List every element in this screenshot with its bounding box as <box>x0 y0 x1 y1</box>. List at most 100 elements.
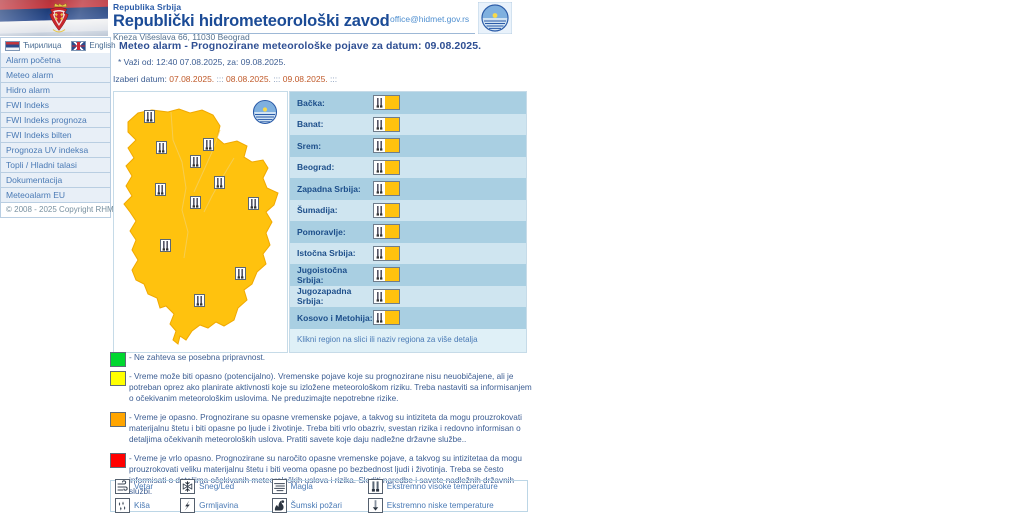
alarm-block: Bačka: Banat: Srem: <box>113 91 527 353</box>
level-swatch <box>385 203 399 217</box>
high-temperature-icon <box>374 268 385 282</box>
table-row[interactable]: Jugoistočna Srbija: <box>290 264 526 286</box>
map-marker-jugozapadna-srbija[interactable] <box>160 239 171 252</box>
rain-icon <box>115 498 130 513</box>
serbia-flag-icon <box>5 40 20 51</box>
legend-label-niske-temperature: Ekstremno niske temperature <box>386 501 494 510</box>
sidebar-item-meteo-alarm[interactable]: Meteo alarm <box>0 68 111 83</box>
serbian-flag-icon <box>0 0 108 36</box>
high-temperature-icon <box>374 311 385 325</box>
region-name: Jugozapadna Srbija: <box>297 286 352 307</box>
map-marker-banat[interactable] <box>203 138 214 151</box>
snow-ice-icon <box>180 479 196 494</box>
status-badge <box>373 224 400 240</box>
table-row[interactable]: Istočna Srbija: <box>290 242 526 264</box>
main-content: Meteo alarm - Prognozirane meteorološke … <box>113 38 533 353</box>
date-option-2[interactable]: 09.08.2025. <box>282 74 328 84</box>
table-row[interactable]: Beograd: <box>290 156 526 178</box>
sidebar-item-fwi-indeks[interactable]: FWI Indeks <box>0 98 111 113</box>
date-separator-1: ::: <box>273 74 281 84</box>
date-option-1[interactable]: 08.08.2025. <box>226 74 271 84</box>
map-marker-kosovo-i-metohija[interactable] <box>194 294 205 307</box>
thunderstorm-icon <box>180 498 196 513</box>
level-swatch <box>385 139 399 153</box>
contact-email-link[interactable]: office@hidmet.gov.rs <box>390 14 470 24</box>
level-swatch <box>385 268 399 282</box>
high-temperature-icon <box>374 139 385 153</box>
table-row[interactable]: Bačka: <box>290 92 526 114</box>
sidebar-item-hidro-alarm[interactable]: Hidro alarm <box>0 83 111 98</box>
legend-column-2: Sneg/Led Grmljavina <box>176 479 267 513</box>
region-name: Istočna Srbija: <box>297 248 356 259</box>
lang-option-english[interactable]: English <box>71 40 116 51</box>
sidebar-item-meteoalarm-eu[interactable]: Meteoalarm EU <box>0 188 111 203</box>
status-badge <box>373 288 400 304</box>
legend-level-yellow: - Vreme može biti opasno (potencijalno).… <box>110 371 535 404</box>
table-row[interactable]: Šumadija: <box>290 199 526 221</box>
status-badge <box>373 95 400 111</box>
sidebar-item-dokumentacija[interactable]: Dokumentacija <box>0 173 111 188</box>
map-marker-istocna-srbija[interactable] <box>248 197 259 210</box>
rhmz-logo-icon <box>478 2 512 34</box>
legend-level-yellow-text: - Vreme može biti opasno (potencijalno).… <box>129 372 532 403</box>
sidebar-item-fwi-indeks-bilten[interactable]: FWI Indeks bilten <box>0 128 111 143</box>
region-name: Srem: <box>297 140 322 151</box>
date-picker-label: Izaberi datum: <box>113 74 167 84</box>
legend-column-1: Vetar Kiša <box>111 479 176 513</box>
table-row[interactable]: Zapadna Srbija: <box>290 178 526 200</box>
fog-icon <box>271 479 287 494</box>
table-row[interactable]: Banat: <box>290 113 526 135</box>
level-swatch-red <box>110 453 126 468</box>
map-marker-sumadija[interactable] <box>190 196 201 209</box>
sidebar-item-fwi-indeks-prognoza[interactable]: FWI Indeks prognoza <box>0 113 111 128</box>
lang-label-english: English <box>89 41 116 50</box>
organization-block: Republika Srbija Republički hidrometeoro… <box>113 2 413 42</box>
status-badge <box>373 116 400 132</box>
legend-level-orange: - Vreme je opasno. Prognozirane su opasn… <box>110 412 535 445</box>
map-marker-beograd[interactable] <box>190 155 201 168</box>
lang-option-cyrillic[interactable]: Ћирилица <box>5 40 62 51</box>
status-badge <box>373 245 400 261</box>
legend-label-sumski-pozari: Šumski požari <box>290 501 342 510</box>
sidebar-item-alarm-pocetna[interactable]: Alarm početna <box>0 53 111 68</box>
serbia-map[interactable] <box>116 100 286 350</box>
date-option-0[interactable]: 07.08.2025. <box>169 74 215 84</box>
level-swatch <box>385 246 399 260</box>
legend-item-grmljavina: Grmljavina <box>180 498 267 513</box>
high-temperature-icon <box>374 225 385 239</box>
uk-flag-icon <box>71 40 87 51</box>
region-name: Šumadija: <box>297 205 338 216</box>
legend-column-3: Magla Šumski požari <box>268 479 364 513</box>
table-row[interactable]: Jugozapadna Srbija: <box>290 285 526 307</box>
legend-column-4: Ekstremno visoke temperature Ekstremno n… <box>364 479 527 513</box>
map-marker-pomoravlje[interactable] <box>214 176 225 189</box>
site-header: Republika Srbija Republički hidrometeoro… <box>0 0 540 42</box>
legend-level-green-text: - Ne zahteva se posebna pripravnost. <box>129 353 266 362</box>
table-row[interactable]: Pomoravlje: <box>290 221 526 243</box>
status-badge <box>373 159 400 175</box>
table-row[interactable]: Srem: <box>290 135 526 157</box>
high-temperature-icon <box>374 289 385 303</box>
table-row[interactable]: Kosovo i Metohija: <box>290 307 526 329</box>
legend-level-green: - Ne zahteva se posebna pripravnost. <box>110 352 535 367</box>
serbian-coat-of-arms-icon <box>49 3 69 33</box>
map-marker-zapadna-srbija[interactable] <box>155 183 166 196</box>
sidebar-item-prognoza-uv-indeksa[interactable]: Prognoza UV indeksa <box>0 143 111 158</box>
serbia-map-panel <box>113 91 288 353</box>
high-temperature-icon <box>374 160 385 174</box>
level-swatch-yellow <box>110 371 126 386</box>
region-name: Jugoistočna Srbija: <box>297 264 348 285</box>
lang-label-cyrillic: Ћирилица <box>23 41 62 50</box>
language-switcher: Ћирилица English <box>0 37 116 53</box>
map-marker-backa[interactable] <box>144 110 155 123</box>
map-marker-srem[interactable] <box>156 141 167 154</box>
sidebar-item-topli-hladni-talasi[interactable]: Topli / Hladni talasi <box>0 158 111 173</box>
legend-label-kisa: Kiša <box>134 501 150 510</box>
legend-label-grmljavina: Grmljavina <box>199 501 239 510</box>
high-temperature-icon <box>374 117 385 131</box>
map-marker-jugoistocna-srbija[interactable] <box>235 267 246 280</box>
level-swatch <box>385 289 399 303</box>
legend-item-sneg-led: Sneg/Led <box>180 479 267 494</box>
level-swatch <box>385 117 399 131</box>
